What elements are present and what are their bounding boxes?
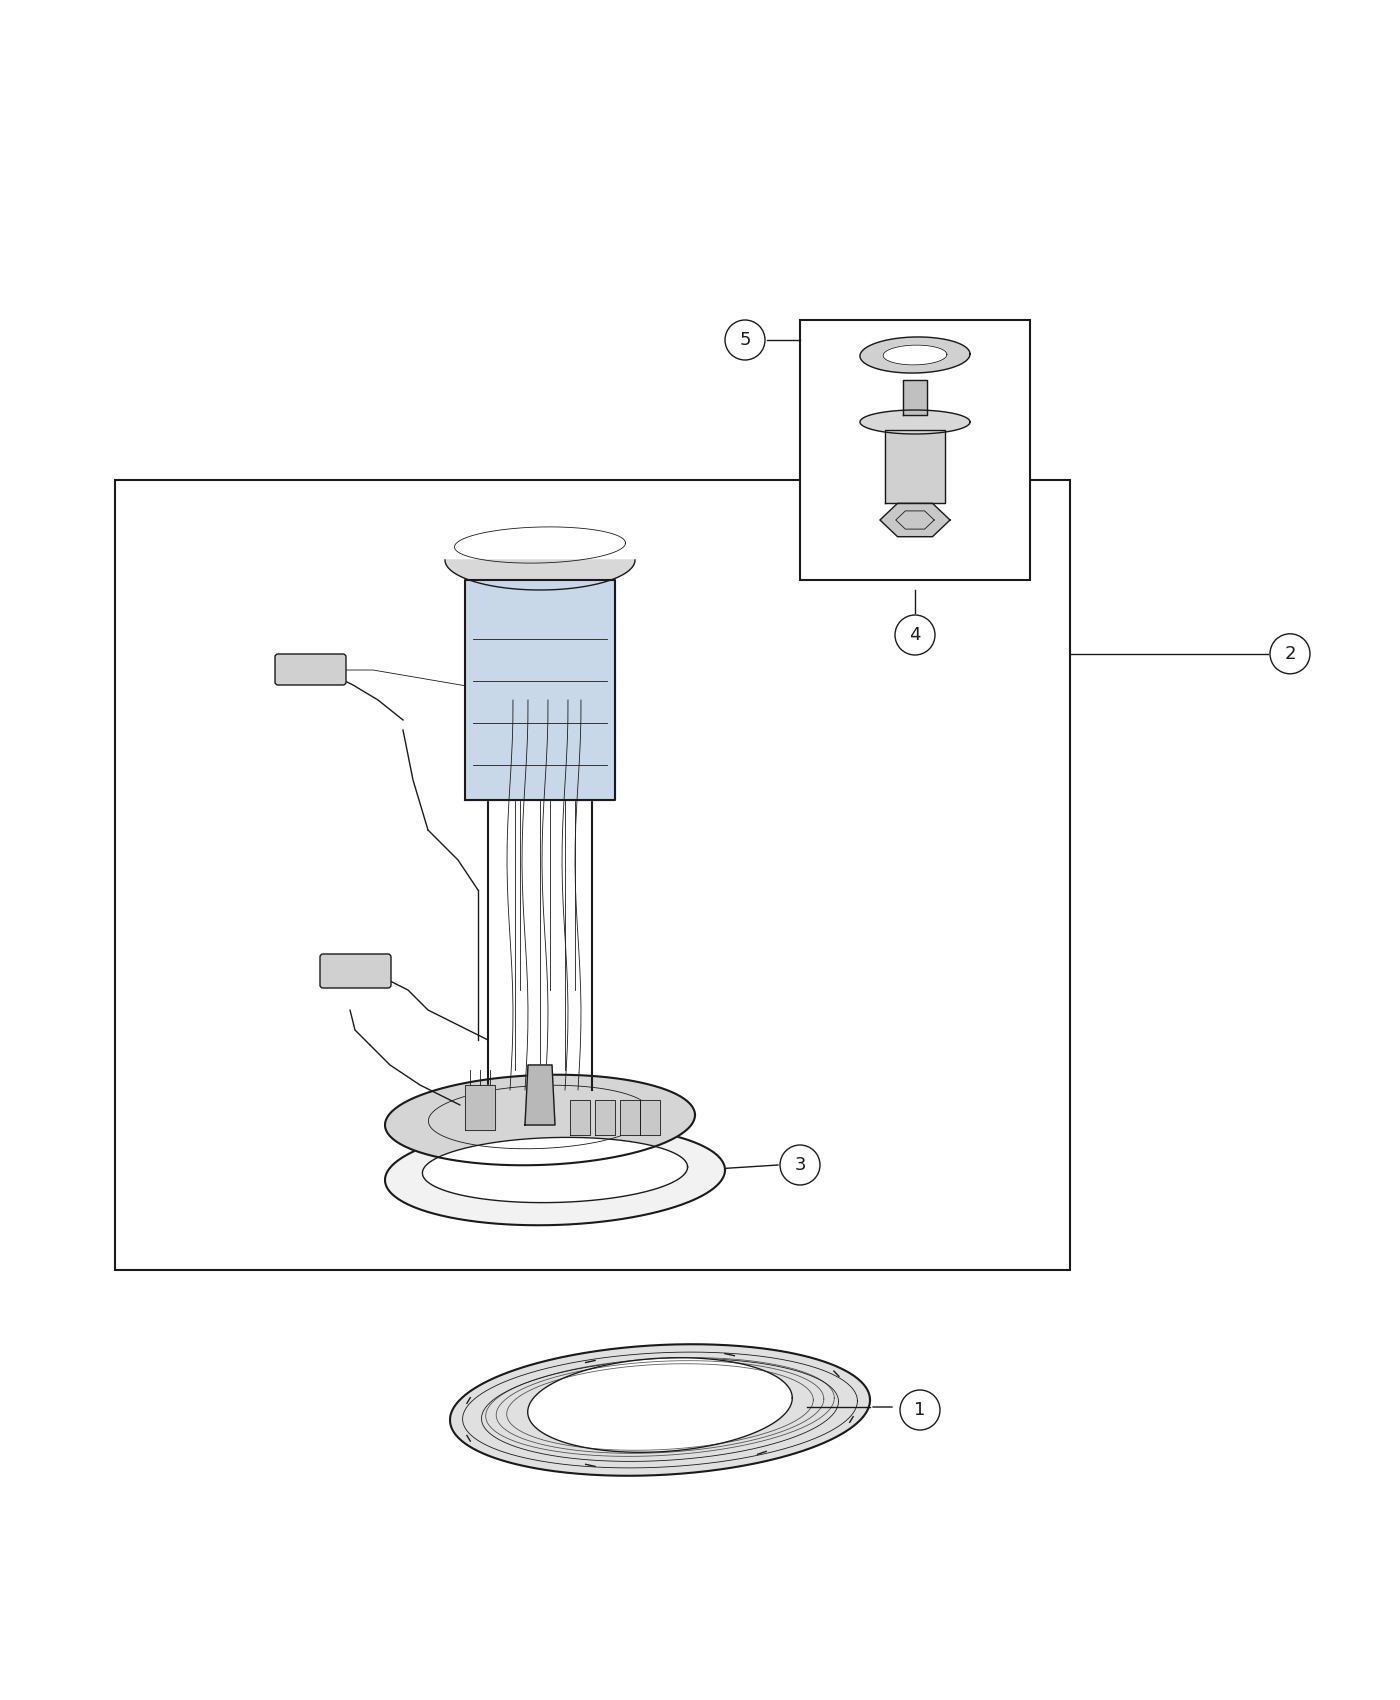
Bar (799, 320, 1030, 580)
Circle shape (1270, 634, 1310, 673)
FancyBboxPatch shape (274, 654, 346, 685)
Circle shape (725, 320, 764, 360)
Polygon shape (860, 410, 970, 434)
FancyBboxPatch shape (321, 954, 391, 988)
Polygon shape (595, 1100, 615, 1136)
Polygon shape (449, 1345, 869, 1476)
Polygon shape (385, 1074, 694, 1165)
Polygon shape (525, 1064, 554, 1125)
Polygon shape (570, 1100, 589, 1136)
Polygon shape (640, 1100, 659, 1136)
Text: 5: 5 (739, 332, 750, 348)
Polygon shape (885, 430, 945, 503)
Circle shape (895, 615, 935, 654)
Polygon shape (465, 1085, 496, 1130)
Polygon shape (860, 337, 970, 372)
Polygon shape (881, 503, 951, 537)
Circle shape (780, 1146, 820, 1185)
Text: 4: 4 (909, 626, 921, 644)
Polygon shape (528, 1358, 792, 1452)
Text: 3: 3 (794, 1156, 806, 1175)
Polygon shape (423, 1137, 687, 1202)
Polygon shape (465, 580, 615, 801)
Text: 1: 1 (914, 1401, 925, 1420)
Text: 2: 2 (1284, 644, 1296, 663)
Polygon shape (620, 1100, 640, 1136)
Bar (115, 479, 1070, 1270)
Polygon shape (883, 345, 946, 366)
Polygon shape (903, 381, 927, 415)
Polygon shape (385, 1125, 725, 1226)
Circle shape (900, 1391, 939, 1430)
Polygon shape (445, 559, 636, 590)
